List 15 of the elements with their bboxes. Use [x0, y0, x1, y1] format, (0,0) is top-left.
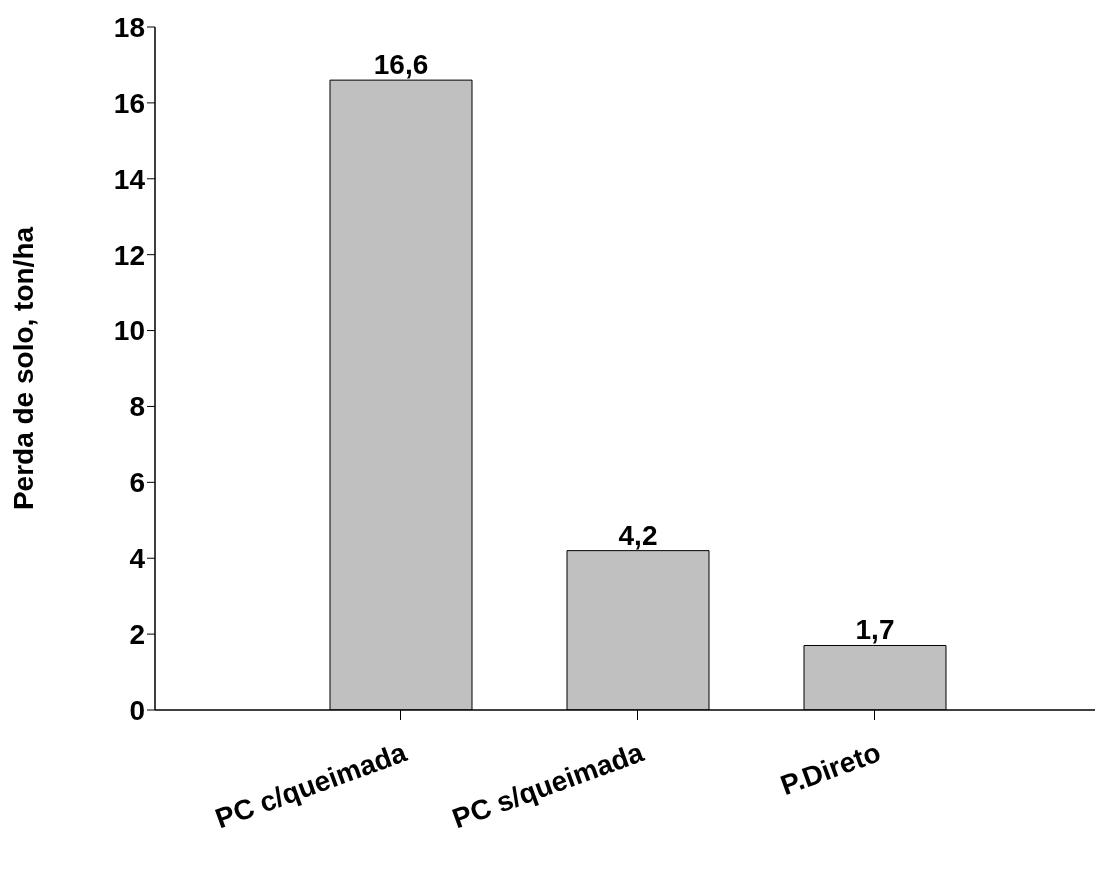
x-tick-label: P.Direto: [776, 736, 885, 802]
y-tick-label: 14: [113, 163, 146, 195]
y-tick-label: 10: [113, 315, 145, 347]
data-label: 1,7: [855, 614, 895, 646]
y-tick-label: 12: [113, 239, 145, 271]
y-tick-label: 2: [129, 619, 145, 651]
y-tick-label: 18: [113, 11, 145, 43]
data-label: 16,6: [373, 49, 429, 81]
y-tick-label: 4: [129, 543, 146, 575]
y-tick-label: 16: [113, 87, 145, 119]
data-label: 4,2: [618, 519, 658, 551]
y-tick-label: 0: [129, 694, 145, 726]
y-tick-label: 8: [129, 391, 145, 423]
y-tick-label: 6: [129, 467, 145, 499]
y-axis-title: Perda de solo, ton/ha: [7, 226, 39, 511]
